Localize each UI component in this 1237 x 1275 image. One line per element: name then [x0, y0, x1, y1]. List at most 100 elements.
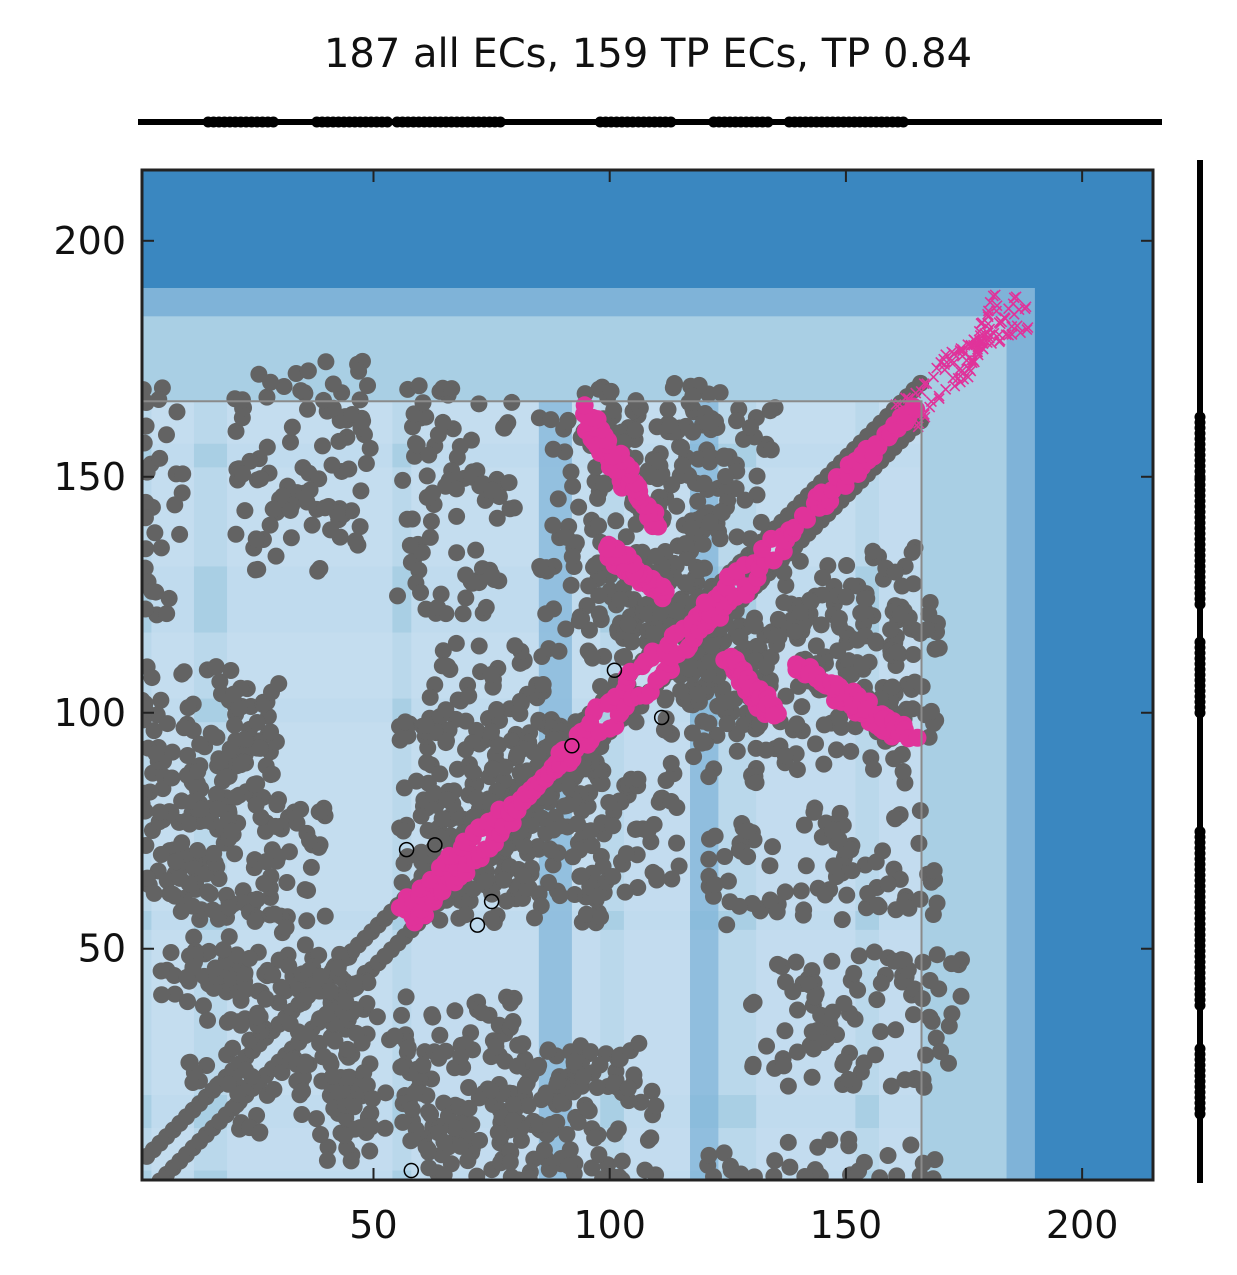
contact-point — [395, 779, 413, 797]
contact-point — [209, 800, 227, 818]
contact-point — [142, 795, 151, 813]
contact-point — [511, 705, 529, 723]
contact-point — [258, 438, 276, 456]
contact-point — [506, 637, 524, 655]
contact-point — [943, 955, 961, 973]
contact-point — [241, 1031, 259, 1049]
contact-point — [508, 745, 526, 763]
contact-point — [421, 688, 439, 706]
contact-point — [718, 916, 736, 934]
contact-point — [179, 993, 197, 1011]
contact-point — [482, 1081, 500, 1099]
fp-ec-marker — [933, 393, 945, 405]
contact-point — [470, 637, 488, 655]
contact-point — [883, 678, 901, 696]
contact-point — [590, 1146, 608, 1164]
contact-point — [386, 1027, 404, 1045]
contact-point — [677, 535, 695, 553]
contact-point — [448, 507, 466, 525]
contact-point — [438, 732, 456, 750]
contact-point — [613, 648, 631, 666]
contact-point — [739, 848, 757, 866]
contact-point — [336, 1126, 354, 1144]
contact-point — [795, 816, 813, 834]
y-tick-label: 50 — [78, 927, 126, 971]
contact-point — [410, 561, 428, 579]
contact-point — [457, 566, 475, 584]
contact-point — [408, 436, 426, 454]
contact-point — [452, 1047, 470, 1065]
contact-point — [582, 1043, 600, 1061]
contact-point — [670, 857, 688, 875]
contact-point — [840, 1070, 858, 1088]
contact-point — [158, 715, 176, 733]
contact-point — [789, 1001, 807, 1019]
x-axis-tick-labels: 50 100 150 200 — [349, 1203, 1118, 1247]
contact-point — [823, 821, 841, 839]
contact-point — [317, 1005, 335, 1023]
contact-point — [797, 857, 815, 875]
contact-point — [662, 754, 680, 772]
contact-point — [680, 660, 698, 678]
contact-point — [142, 700, 154, 718]
fp-ec-marker — [1014, 327, 1027, 339]
outlier-ec-point — [469, 917, 486, 933]
contact-point — [152, 845, 170, 863]
contact-point — [859, 885, 877, 903]
contact-point — [275, 378, 293, 396]
contact-point — [868, 991, 886, 1009]
contact-point — [207, 785, 225, 803]
contact-point — [351, 391, 369, 409]
contact-point — [263, 765, 281, 783]
contact-point — [605, 1168, 623, 1180]
contact-point — [322, 521, 340, 539]
x-tick-label: 200 — [1046, 1203, 1119, 1247]
contact-point — [394, 822, 412, 840]
contact-point — [562, 463, 580, 481]
contact-point — [560, 1157, 578, 1175]
contact-point — [701, 513, 719, 531]
contact-point — [564, 848, 582, 866]
contact-point — [770, 628, 788, 646]
outlier-ec-point — [403, 1162, 420, 1179]
contact-point — [470, 395, 488, 413]
contact-point — [592, 908, 610, 926]
contact-point — [904, 645, 922, 663]
ss-helix-marker — [897, 116, 909, 128]
contact-point — [457, 906, 475, 924]
contact-point — [613, 1152, 631, 1170]
y-tick-label: 100 — [53, 691, 126, 735]
contact-point — [267, 547, 285, 565]
contact-point — [482, 666, 500, 684]
contact-point — [668, 602, 686, 620]
contact-point — [483, 760, 501, 778]
fp-ec-marker — [998, 312, 1010, 324]
contact-point — [501, 500, 519, 518]
outlier-ec-point — [606, 662, 623, 679]
contact-point — [467, 789, 485, 807]
contact-point — [402, 1132, 420, 1150]
tp-ec-point — [908, 728, 927, 747]
contact-point — [569, 1113, 587, 1131]
contact-point — [923, 1012, 941, 1030]
contact-point — [639, 464, 657, 482]
contact-point — [205, 844, 223, 862]
contact-point — [515, 837, 533, 855]
contact-point — [261, 516, 279, 534]
contact-point — [626, 421, 644, 439]
contact-point — [394, 471, 412, 489]
contact-point — [180, 1054, 198, 1072]
contact-point — [175, 663, 193, 681]
contact-point — [311, 560, 329, 578]
contact-point — [765, 1167, 783, 1180]
contact-point — [142, 869, 156, 887]
fp-ec-marker — [984, 296, 996, 308]
contact-point — [606, 1125, 624, 1143]
contact-point — [741, 418, 759, 436]
contact-point — [349, 536, 367, 554]
contact-point — [563, 548, 581, 566]
contact-point — [189, 762, 207, 780]
fp-ec-marker — [1003, 329, 1015, 341]
ss-helix-marker — [381, 116, 393, 128]
contact-point — [590, 586, 608, 604]
